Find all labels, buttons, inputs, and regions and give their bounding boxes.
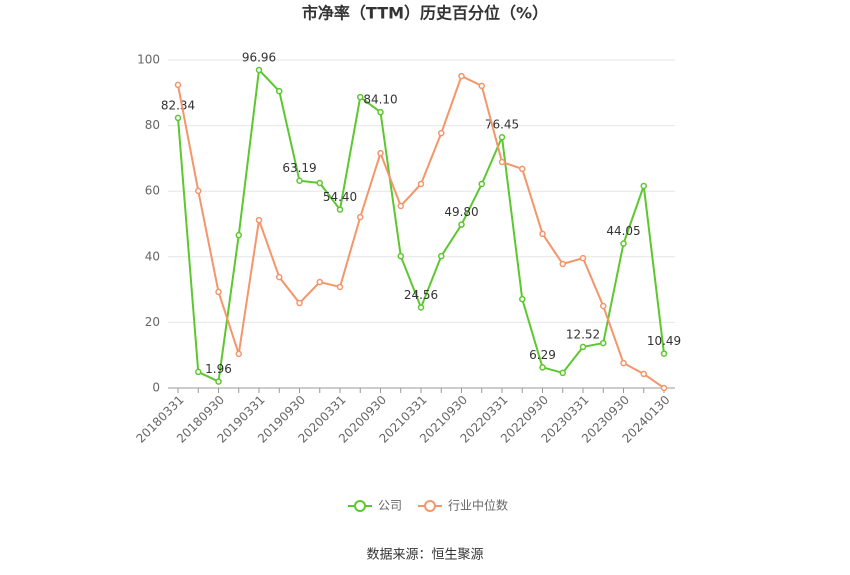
data-point xyxy=(235,231,242,239)
data-point xyxy=(620,359,627,367)
data-point xyxy=(438,252,445,260)
data-point xyxy=(417,304,425,311)
data-point xyxy=(660,384,668,392)
data-point xyxy=(357,213,364,221)
data-point xyxy=(377,149,384,157)
data-point xyxy=(336,206,344,213)
data-label: 82.34 xyxy=(161,98,195,112)
data-point xyxy=(519,295,526,303)
legend-label: 公司 xyxy=(378,499,402,513)
data-point xyxy=(215,288,222,296)
data-point xyxy=(438,129,445,137)
data-point xyxy=(276,87,283,95)
data-point xyxy=(174,81,182,89)
data-label: 63.19 xyxy=(282,161,316,175)
data-point xyxy=(215,378,222,385)
data-point xyxy=(397,252,404,260)
data-label: 84.10 xyxy=(363,93,397,107)
data-point xyxy=(640,370,647,378)
legend-marker xyxy=(424,500,437,512)
data-label: 96.96 xyxy=(242,50,276,64)
data-point xyxy=(235,350,242,358)
data-point xyxy=(498,158,506,166)
data-point xyxy=(195,187,202,195)
data-point xyxy=(417,180,425,188)
data-point xyxy=(539,364,546,371)
data-point xyxy=(458,72,465,80)
data-point xyxy=(255,66,263,74)
data-point xyxy=(559,260,566,268)
y-tick-label: 60 xyxy=(145,184,160,198)
data-label: 44.05 xyxy=(606,224,640,238)
source-note: 数据来源：恒生聚源 xyxy=(366,548,483,563)
y-tick-label: 100 xyxy=(137,53,160,67)
data-point xyxy=(640,182,647,190)
chart-title: 市净率（TTM）历史百分位（%） xyxy=(302,4,548,23)
data-label: 12.52 xyxy=(566,327,600,341)
legend-item: 行业中位数 xyxy=(418,498,508,513)
data-point xyxy=(620,240,627,247)
data-point xyxy=(600,302,607,310)
data-label: 49.80 xyxy=(444,205,478,219)
data-label: 6.29 xyxy=(529,348,556,362)
data-point xyxy=(498,133,506,141)
data-point xyxy=(539,230,546,238)
y-tick-label: 20 xyxy=(145,315,160,329)
data-point xyxy=(316,278,323,286)
data-point xyxy=(377,108,384,116)
data-point xyxy=(519,165,526,173)
data-point xyxy=(174,114,182,122)
data-point xyxy=(276,273,283,281)
data-point xyxy=(478,180,485,188)
legend-marker xyxy=(354,500,366,512)
data-point xyxy=(579,343,587,351)
data-point xyxy=(195,368,202,376)
data-label: 10.49 xyxy=(647,334,681,348)
data-point xyxy=(397,202,404,210)
data-label: 54.40 xyxy=(323,190,357,204)
y-tick-label: 80 xyxy=(145,118,160,132)
legend-item: 公司 xyxy=(348,499,402,513)
y-tick-label: 0 xyxy=(152,381,160,395)
y-tick-label: 40 xyxy=(145,249,160,263)
data-point xyxy=(458,221,465,228)
data-label: 1.96 xyxy=(205,362,232,376)
data-point xyxy=(357,93,364,101)
data-point xyxy=(579,254,587,262)
data-point xyxy=(255,216,263,224)
data-point xyxy=(296,177,303,184)
data-point xyxy=(660,350,668,357)
data-point xyxy=(316,179,323,187)
legend-label: 行业中位数 xyxy=(448,498,508,513)
data-point xyxy=(559,369,566,377)
data-point xyxy=(336,283,344,291)
data-point xyxy=(600,339,607,347)
data-point xyxy=(478,82,485,90)
data-point xyxy=(296,299,303,307)
data-label: 24.56 xyxy=(404,288,438,302)
